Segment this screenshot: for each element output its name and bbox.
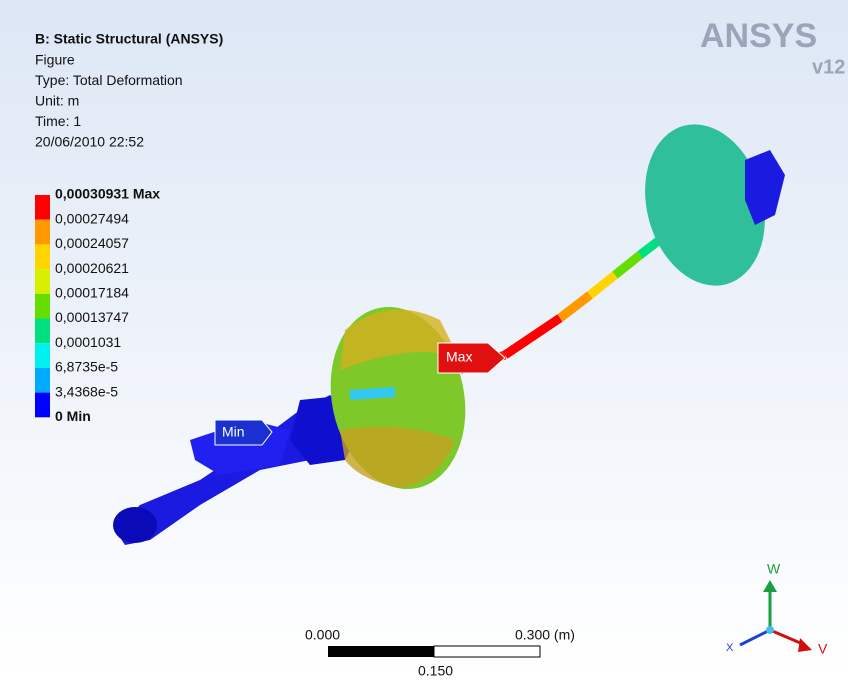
legend-swatch bbox=[35, 393, 50, 418]
axis-w: W bbox=[767, 561, 781, 577]
legend-swatch bbox=[35, 319, 50, 344]
header-line: 20/06/2010 22:52 bbox=[35, 134, 144, 150]
header-line: Time: 1 bbox=[35, 113, 81, 129]
header-line: Unit: m bbox=[35, 93, 79, 109]
legend-swatch bbox=[35, 294, 50, 319]
axis-v: V bbox=[818, 641, 828, 657]
legend-swatch bbox=[35, 195, 50, 220]
logo-version: v12 bbox=[812, 56, 845, 78]
legend-swatch bbox=[35, 269, 50, 294]
legend-label: 0 Min bbox=[55, 408, 91, 424]
logo-brand: ANSYS bbox=[700, 17, 817, 55]
max-label: Max bbox=[446, 349, 472, 365]
legend-label: 0,00024057 bbox=[55, 235, 129, 251]
legend-swatch bbox=[35, 368, 50, 393]
legend-label: 0,00020621 bbox=[55, 260, 129, 276]
legend-label: 0,00027494 bbox=[55, 210, 129, 226]
axis-x: X bbox=[726, 642, 734, 654]
title: B: Static Structural (ANSYS) bbox=[35, 31, 223, 47]
legend-swatch bbox=[35, 244, 50, 269]
scale-end: 0.300 (m) bbox=[515, 627, 575, 643]
min-label: Min bbox=[222, 424, 245, 440]
legend-label: 0,00017184 bbox=[55, 285, 129, 301]
legend-label: 0,0001031 bbox=[55, 334, 121, 350]
legend-label: 0,00013747 bbox=[55, 309, 129, 325]
legend-swatch bbox=[35, 220, 50, 245]
viewport: B: Static Structural (ANSYS) Figure Type:… bbox=[0, 0, 848, 683]
min-probe: Min bbox=[215, 420, 272, 445]
scale-middle: 0.150 bbox=[418, 663, 453, 679]
legend-swatch bbox=[35, 343, 50, 368]
legend-label: 0,00030931 Max bbox=[55, 186, 160, 202]
legend-label: 3,4368e-5 bbox=[55, 383, 118, 399]
scale-start: 0.000 bbox=[305, 627, 340, 643]
header-line: Figure bbox=[35, 52, 75, 68]
legend-label: 6,8735e-5 bbox=[55, 359, 118, 375]
header-line: Type: Total Deformation bbox=[35, 72, 183, 88]
